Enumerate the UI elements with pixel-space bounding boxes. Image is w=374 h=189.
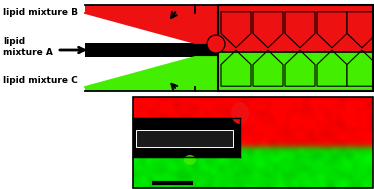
- Bar: [133, 118, 240, 157]
- Polygon shape: [253, 12, 283, 48]
- Bar: [218, 5, 373, 91]
- Polygon shape: [347, 50, 374, 86]
- Text: lipid mixture B: lipid mixture B: [3, 8, 78, 17]
- Bar: [218, 5, 373, 91]
- Polygon shape: [317, 12, 347, 48]
- Polygon shape: [221, 50, 251, 86]
- Polygon shape: [85, 5, 373, 43]
- Polygon shape: [285, 12, 315, 48]
- Bar: [133, 97, 373, 188]
- Text: lipid mixture C: lipid mixture C: [3, 76, 78, 85]
- Bar: [133, 97, 373, 188]
- Polygon shape: [285, 50, 315, 86]
- Circle shape: [207, 35, 225, 53]
- Polygon shape: [221, 12, 251, 48]
- Bar: [218, 52, 373, 91]
- Polygon shape: [85, 57, 373, 91]
- Bar: [85, 43, 218, 57]
- Text: lipid
mixture A: lipid mixture A: [3, 37, 53, 57]
- Polygon shape: [317, 50, 347, 86]
- Polygon shape: [253, 50, 283, 86]
- Polygon shape: [347, 12, 374, 48]
- Bar: [136, 130, 233, 147]
- Bar: [218, 5, 373, 52]
- Ellipse shape: [184, 155, 196, 165]
- Ellipse shape: [231, 102, 249, 124]
